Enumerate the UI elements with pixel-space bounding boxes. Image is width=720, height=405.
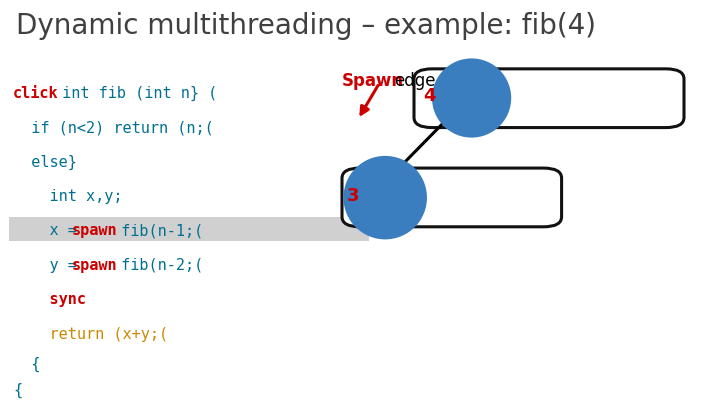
Text: else}: else}: [13, 154, 77, 170]
Text: fib(n-2;(: fib(n-2;(: [112, 258, 203, 273]
Text: fib(n-1;(: fib(n-1;(: [112, 223, 203, 239]
Text: int x,y;: int x,y;: [13, 189, 122, 204]
Text: click: click: [13, 85, 58, 101]
Text: {: {: [13, 357, 40, 372]
Text: return (x+y;(: return (x+y;(: [13, 326, 168, 342]
Text: y =: y =: [13, 258, 86, 273]
Text: if (n<2) return (n;(: if (n<2) return (n;(: [13, 120, 214, 135]
Text: 3: 3: [346, 187, 359, 205]
Text: int fib (int n} (: int fib (int n} (: [53, 85, 217, 101]
Text: Dynamic multithreading – example: fib(4): Dynamic multithreading – example: fib(4): [16, 12, 596, 40]
Text: spawn: spawn: [72, 258, 117, 273]
Ellipse shape: [343, 156, 427, 239]
Text: spawn: spawn: [72, 223, 117, 239]
Text: 4: 4: [423, 87, 436, 105]
Bar: [9, 217, 369, 241]
FancyBboxPatch shape: [414, 69, 684, 128]
FancyBboxPatch shape: [342, 168, 562, 227]
Text: sync: sync: [13, 292, 86, 307]
Text: x =: x =: [13, 223, 86, 239]
Text: {: {: [13, 383, 22, 399]
Text: edge: edge: [394, 72, 436, 90]
Text: Spawn: Spawn: [342, 72, 404, 90]
Ellipse shape: [432, 58, 511, 138]
